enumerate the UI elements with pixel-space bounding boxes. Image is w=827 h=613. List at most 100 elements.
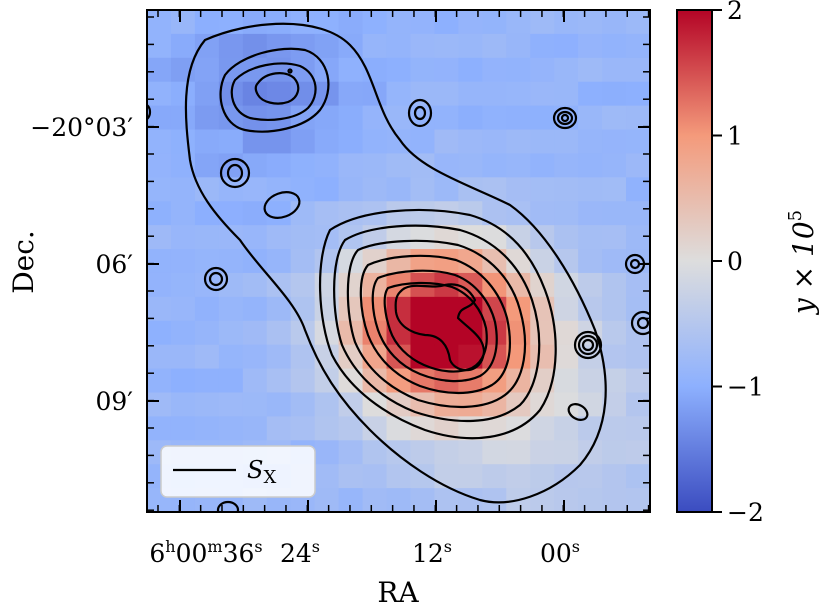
heatmap-cell <box>170 105 196 131</box>
heatmap-cell <box>290 249 316 274</box>
heatmap-cell <box>434 296 459 322</box>
heatmap-cell <box>147 296 172 322</box>
heatmap-cell <box>554 488 579 512</box>
heatmap-cell <box>314 392 340 417</box>
heatmap-cell <box>386 153 412 178</box>
heatmap-cell <box>338 392 364 417</box>
heatmap-cell <box>170 201 196 226</box>
x-major-ticks <box>179 10 565 512</box>
heatmap-cell <box>314 464 340 489</box>
contour-7 <box>394 283 485 372</box>
heatmap-cell <box>602 105 627 131</box>
heatmap-cell <box>578 464 603 489</box>
heatmap-cell <box>147 33 172 59</box>
heatmap-cell <box>506 177 531 202</box>
heatmap-cell <box>314 129 340 155</box>
heatmap-cell <box>338 177 364 202</box>
heatmap-cell <box>410 33 436 59</box>
heatmap-cell <box>290 416 316 441</box>
legend-box <box>160 445 316 498</box>
heatmap-cell <box>170 272 196 298</box>
y-major-ticks <box>147 126 650 402</box>
heatmap-cell <box>218 129 244 155</box>
heatmap-cell <box>266 344 292 370</box>
heatmap-cell <box>434 81 459 107</box>
heatmap-cell <box>410 488 436 512</box>
heatmap-cell <box>602 153 627 178</box>
heatmap-cell <box>458 105 483 131</box>
heatmap-cell <box>147 153 172 178</box>
heatmap-cell <box>530 440 555 465</box>
heatmap-cell <box>170 10 196 35</box>
heatmap-cell <box>626 344 650 370</box>
contour-3 <box>346 239 527 408</box>
heatmap-cell <box>266 10 292 35</box>
heatmap-cell <box>530 249 555 274</box>
heatmap-cell <box>530 81 555 107</box>
heatmap-cell <box>554 57 579 83</box>
heatmap-cell <box>410 225 436 250</box>
heatmap-cell <box>434 33 459 59</box>
source-c-1 <box>407 98 433 128</box>
heatmap-cell <box>626 416 650 441</box>
heatmap-cell <box>626 81 650 107</box>
y-tick-label-2: 09′ <box>96 387 134 416</box>
heatmap-cell <box>530 416 555 441</box>
heatmap-cell <box>554 10 579 35</box>
heatmap-cell <box>290 177 316 202</box>
heatmap-cell <box>506 105 531 131</box>
heatmap-cell <box>218 392 244 417</box>
heatmap-cell <box>386 201 412 226</box>
heatmap-cell <box>147 344 172 370</box>
heatmap-cell <box>194 392 220 417</box>
heatmap-cell <box>266 416 292 441</box>
heatmap-cell <box>458 249 483 274</box>
source-d-1 <box>552 106 578 130</box>
heatmap-cell <box>194 320 220 346</box>
colorbar-ticks: −2 −1 0 1 2 <box>712 0 764 527</box>
heatmap-cell <box>386 57 412 83</box>
heatmap-cell <box>314 153 340 178</box>
heatmap-cell <box>266 320 292 346</box>
heatmap-cell <box>506 33 531 59</box>
source-i <box>567 403 589 421</box>
heatmap-cell <box>410 249 436 274</box>
heatmap-cell <box>458 129 483 155</box>
heatmap-cell <box>626 57 650 83</box>
heatmap-cell <box>338 153 364 178</box>
heatmap-cell <box>434 320 459 346</box>
heatmap-cell <box>218 416 244 441</box>
heatmap-cell <box>458 33 483 59</box>
heatmap-cell <box>242 129 268 155</box>
heatmap-cell <box>506 296 531 322</box>
heatmap-cell <box>194 225 220 250</box>
heatmap-cell <box>266 392 292 417</box>
heatmap-cell <box>218 344 244 370</box>
heatmap-cell <box>578 201 603 226</box>
source-d-3 <box>560 113 570 123</box>
heatmap-cell <box>434 464 459 489</box>
heatmap-cell <box>194 57 220 83</box>
heatmap-cell <box>602 81 627 107</box>
heatmap-cell <box>362 33 388 59</box>
contour-nw-3 <box>254 72 300 105</box>
heatmap-cell <box>147 81 172 107</box>
heatmap-cell <box>266 57 292 83</box>
heatmap-cell <box>147 249 172 274</box>
heatmap-cell <box>314 488 340 512</box>
heatmap-cell <box>626 129 650 155</box>
heatmap-cell <box>578 33 603 59</box>
contour-4 <box>359 254 511 395</box>
heatmap-cell <box>194 153 220 178</box>
heatmap-cell <box>147 368 172 394</box>
heatmap-cell <box>147 320 172 346</box>
heatmap-cell <box>170 368 196 394</box>
heatmap-cell <box>530 57 555 83</box>
source-a-1 <box>219 157 251 189</box>
heatmap-cell <box>314 344 340 370</box>
heatmap-grid <box>147 10 650 512</box>
heatmap-cell <box>242 392 268 417</box>
heatmap-cell <box>194 249 220 274</box>
source-e-2 <box>208 271 224 287</box>
